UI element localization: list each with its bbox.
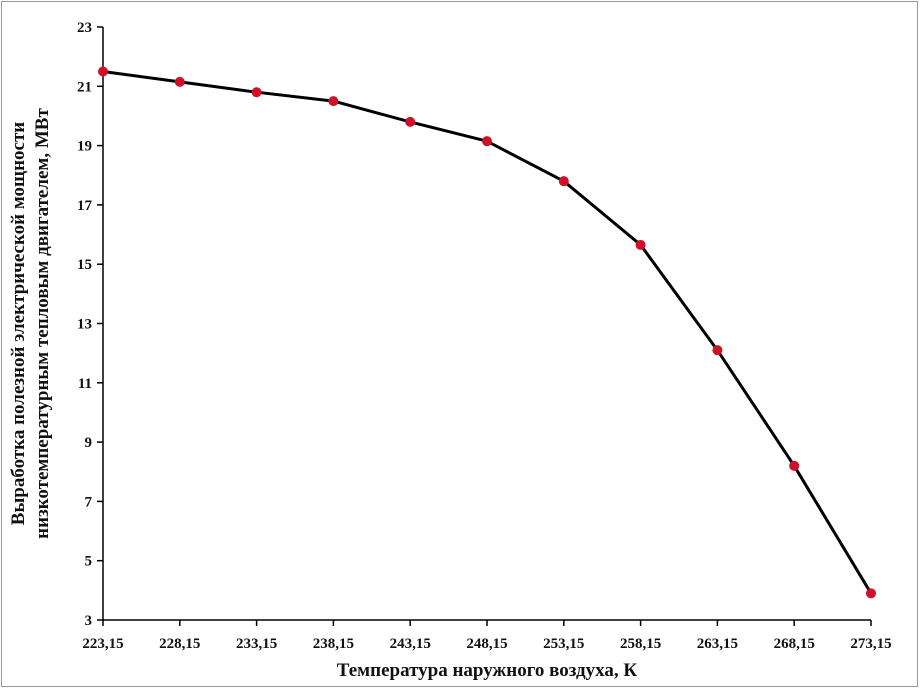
data-point: [98, 66, 108, 77]
x-tick-label: 243,15: [390, 636, 431, 652]
x-tick-label: 238,15: [313, 636, 354, 652]
x-tick-label: 263,15: [697, 636, 738, 652]
data-point: [558, 176, 569, 187]
y-tick-label: 5: [85, 554, 93, 570]
x-tick-label: 233,15: [236, 636, 277, 652]
x-tick-label: 273,15: [850, 636, 891, 652]
y-tick-label: 13: [77, 317, 92, 333]
x-tick-label: 248,15: [466, 636, 507, 652]
data-point: [405, 116, 416, 127]
data-point: [174, 76, 185, 87]
data-point: [635, 239, 646, 250]
y-ticks: 3 5 7 9 11 13 15 17 19 21 23: [77, 20, 103, 629]
y-tick-label: 23: [77, 20, 92, 36]
x-tick-label: 253,15: [543, 636, 584, 652]
x-tick-label: 258,15: [620, 636, 661, 652]
y-axis-title-line-1: Выработка полезной электрической мощност…: [8, 122, 29, 526]
data-point: [789, 460, 800, 471]
series-layer: [98, 66, 876, 599]
y-tick-label: 11: [78, 376, 92, 392]
y-tick-label: 3: [85, 613, 93, 629]
y-tick-label: 19: [77, 139, 92, 155]
data-point: [712, 345, 723, 356]
x-tick-label: 268,15: [774, 636, 815, 652]
y-axis-title-line-2: низкотемпературным тепловым двигателем, …: [32, 108, 53, 539]
series-line: [102, 70, 873, 595]
y-tick-label: 21: [77, 79, 92, 95]
x-ticks: 223,15 228,15 233,15 238,15 243,15 248,15 253,…: [82, 620, 892, 652]
x-tick-label: 228,15: [159, 636, 200, 652]
y-tick-label: 17: [77, 198, 93, 214]
data-point: [328, 96, 339, 107]
data-point: [482, 136, 492, 147]
axes: [102, 27, 871, 621]
x-tick-label: 223,15: [82, 636, 123, 652]
y-tick-label: 7: [85, 494, 93, 510]
data-point: [866, 588, 876, 599]
y-tick-label: 9: [85, 435, 93, 451]
x-axis-title: Температура наружного воздуха, К: [337, 660, 638, 681]
y-tick-label: 15: [77, 257, 92, 273]
data-point: [251, 87, 262, 98]
